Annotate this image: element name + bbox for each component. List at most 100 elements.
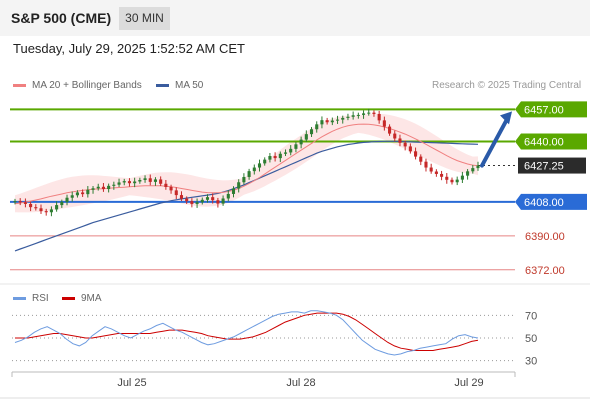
legend-rsi: RSI — [13, 293, 49, 304]
candle-body — [325, 120, 329, 123]
candle-body — [393, 133, 397, 139]
candle-body — [86, 189, 90, 195]
candle-body — [75, 192, 79, 196]
candle-body — [107, 185, 111, 190]
candle-body — [351, 115, 355, 117]
candle-body — [164, 183, 168, 187]
candle-body — [398, 138, 402, 143]
instrument-title: S&P 500 (CME) — [11, 10, 112, 26]
research-credit: Research © 2025 Trading Central — [432, 80, 582, 91]
legend-ma20: MA 20 + Bollinger Bands — [13, 80, 142, 91]
legend-ma50: MA 50 — [156, 80, 203, 91]
candle-body — [382, 120, 386, 127]
candle-body — [283, 152, 288, 154]
rsi-line — [14, 310, 479, 356]
candle-body — [133, 181, 137, 184]
candle-body — [18, 201, 22, 203]
legend-rsi-ma: 9MA — [62, 293, 102, 304]
x-tick-label: Jul 25 — [117, 377, 146, 389]
candle-body — [372, 112, 376, 114]
candle-body — [460, 175, 464, 180]
candle-body — [112, 184, 116, 186]
candle-body — [159, 179, 163, 184]
candle-body — [169, 186, 173, 191]
candle-body — [320, 120, 324, 125]
candle-body — [434, 171, 438, 174]
timestamp: Tuesday, July 29, 2025 1:52:52 AM CET — [13, 41, 245, 56]
legend-ma50-label: MA 50 — [175, 80, 204, 91]
candle-body — [341, 117, 345, 120]
candle-body — [377, 113, 381, 121]
forecast-arrow-shaft — [480, 115, 510, 168]
candle-body — [476, 165, 480, 169]
rsi-tick-50: 50 — [525, 333, 537, 345]
candle-body — [205, 197, 210, 200]
candle-body — [403, 142, 407, 147]
candle-body — [408, 146, 412, 152]
legend-rsi-ma-label: 9MA — [81, 293, 102, 304]
candle-body — [466, 171, 470, 176]
candle-body — [55, 205, 59, 210]
candle-body — [211, 197, 215, 201]
candle-body — [278, 153, 282, 159]
candle-body — [257, 163, 262, 168]
candle-body — [39, 208, 43, 212]
candle-body — [226, 193, 230, 199]
ma20-swatch — [13, 83, 26, 87]
level-label-3: 6408.00 — [524, 197, 564, 209]
candle-body — [127, 181, 131, 184]
candle-body — [216, 200, 220, 204]
candle-body — [143, 178, 147, 180]
level-label-0: 6457.00 — [524, 104, 564, 116]
candle-body — [117, 182, 121, 185]
candle-body — [388, 126, 392, 134]
candle-body — [138, 179, 142, 182]
candle-body — [96, 186, 100, 189]
candle-body — [185, 198, 189, 202]
timeframe-button[interactable]: 30 MIN — [119, 7, 170, 30]
candle-body — [429, 167, 433, 172]
candle-body — [263, 159, 267, 164]
candle-body — [330, 120, 334, 123]
candle-body — [49, 209, 53, 213]
candle-body — [362, 113, 366, 115]
candle-body — [70, 195, 74, 198]
candle-body — [153, 179, 158, 182]
candle-body — [424, 161, 428, 168]
candle-body — [221, 198, 225, 204]
rsi-ma-swatch — [62, 296, 75, 300]
candle-body — [247, 171, 251, 177]
candle-body — [101, 186, 105, 190]
candle-body — [299, 139, 303, 145]
rsi-tick-30: 30 — [525, 356, 537, 368]
level-label-4: 6390.00 — [525, 231, 565, 243]
candle-body — [81, 192, 85, 195]
candle-body — [148, 178, 152, 182]
candle-body — [60, 201, 64, 206]
candle-body — [34, 207, 38, 209]
candle-body — [29, 203, 33, 208]
level-label-5: 6372.00 — [525, 265, 565, 277]
level-tag-1 — [515, 133, 587, 150]
candle-body — [455, 179, 459, 183]
level-tag-0 — [515, 101, 587, 118]
rsi-ma-line — [15, 312, 479, 351]
candle-body — [179, 195, 184, 199]
candle-body — [304, 134, 308, 140]
bollinger-band — [15, 113, 478, 213]
candle-body — [200, 199, 204, 203]
level-tag-3 — [515, 193, 587, 210]
legend-ma20-label: MA 20 + Bollinger Bands — [32, 80, 142, 91]
candle-body — [289, 148, 293, 153]
candle-body — [419, 156, 423, 162]
candle-body — [91, 188, 95, 190]
candle-body — [471, 168, 475, 172]
candle-body — [122, 181, 126, 183]
candle-body — [335, 119, 340, 121]
candle-body — [309, 129, 314, 135]
candle-body — [294, 144, 298, 149]
candle-body — [356, 114, 360, 116]
candle-body — [13, 201, 17, 203]
candle-body — [190, 201, 194, 204]
